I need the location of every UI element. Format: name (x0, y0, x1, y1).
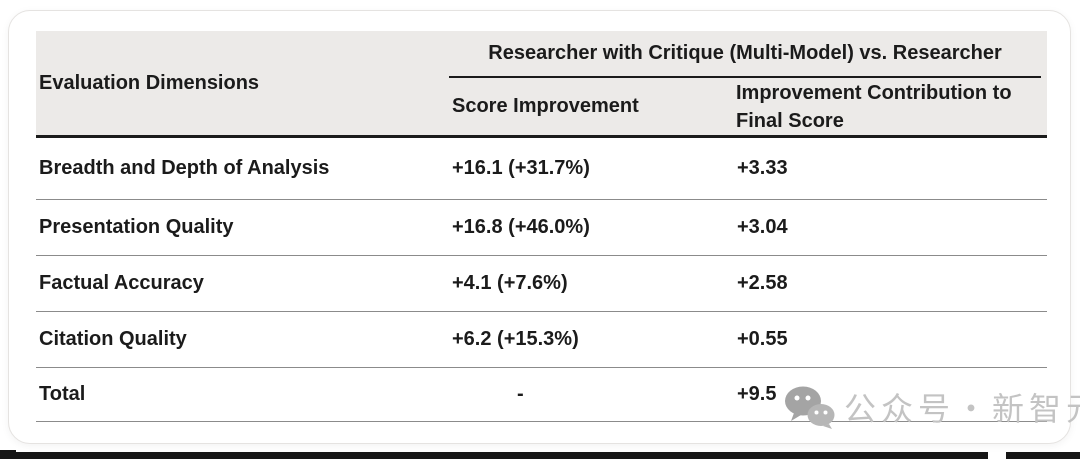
table-row: Presentation Quality +16.8 (+46.0%) +3.0… (36, 199, 1047, 255)
cell-score-improvement: +4.1 (+7.6%) (452, 272, 568, 294)
bottom-bar (0, 452, 988, 459)
watermark: 公众号・新智元 (784, 384, 1080, 430)
cell-contribution: +3.04 (737, 216, 788, 238)
table-row-total: Total - +9.5 (36, 367, 1047, 422)
cell-contribution: +9.5 (737, 383, 777, 405)
table-row: Factual Accuracy +4.1 (+7.6%) +2.58 (36, 255, 1047, 311)
table-header-right: Researcher with Critique (Multi-Model) v… (449, 31, 1041, 135)
cell-contribution: +0.55 (737, 328, 788, 350)
cell-dimension: Citation Quality (39, 328, 187, 350)
cell-dimension: Breadth and Depth of Analysis (39, 157, 330, 179)
cell-score-improvement: +16.8 (+46.0%) (452, 216, 590, 238)
watermark-text: 公众号・新智元 (844, 391, 1080, 427)
column-header-contribution: Improvement Contribution to Final Score (736, 81, 1012, 132)
table-row: Citation Quality +6.2 (+15.3%) +0.55 (36, 311, 1047, 367)
cell-dimension: Factual Accuracy (39, 272, 204, 294)
evaluation-table: Evaluation Dimensions Researcher with Cr… (36, 31, 1047, 422)
cell-score-improvement: - (517, 383, 524, 405)
cell-dimension: Presentation Quality (39, 216, 234, 238)
bottom-bar (1006, 452, 1080, 459)
wechat-icon (785, 386, 835, 429)
sub-headers: Score Improvement Improvement Contributi… (449, 78, 1041, 135)
table-header: Evaluation Dimensions Researcher with Cr… (36, 31, 1047, 138)
table-body: Breadth and Depth of Analysis +16.1 (+31… (36, 138, 1047, 422)
column-header-dimensions: Evaluation Dimensions (39, 71, 260, 94)
table-card: Evaluation Dimensions Researcher with Cr… (8, 10, 1071, 444)
column-header-score-improvement: Score Improvement (452, 95, 639, 117)
spanning-column-header: Researcher with Critique (Multi-Model) v… (449, 31, 1041, 78)
table-row: Breadth and Depth of Analysis +16.1 (+31… (36, 138, 1047, 199)
cell-dimension: Total (39, 383, 86, 405)
cell-score-improvement: +16.1 (+31.7%) (452, 157, 590, 179)
cell-contribution: +3.33 (737, 157, 788, 179)
cell-contribution: +2.58 (737, 272, 788, 294)
cell-score-improvement: +6.2 (+15.3%) (452, 328, 579, 350)
